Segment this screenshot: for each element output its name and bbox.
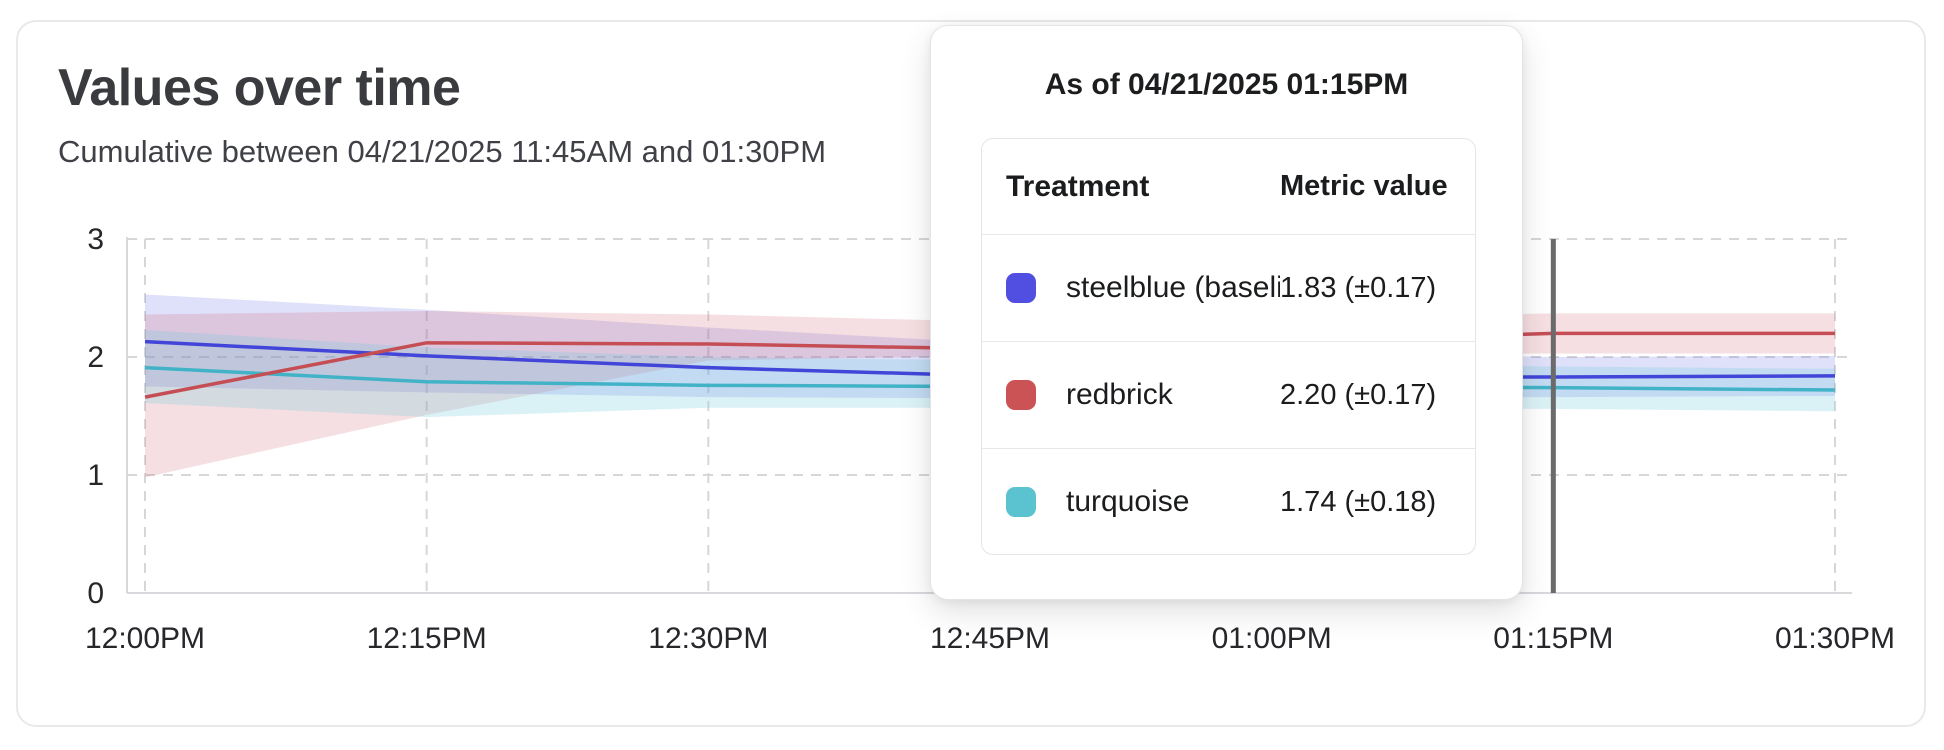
- treatment-color-swatch: [1006, 273, 1036, 303]
- treatment-cell: steelblue (baseli: [1006, 271, 1280, 305]
- x-tick-label: 12:15PM: [367, 622, 487, 655]
- tooltip-row: steelblue (baseli 1.83 (±0.17): [982, 234, 1475, 341]
- tooltip-title: As of 04/21/2025 01:15PM: [1044, 68, 1409, 101]
- y-tick-label: 2: [87, 341, 104, 374]
- page-title: Values over time: [58, 59, 461, 117]
- tooltip-rows: steelblue (baseli 1.83 (±0.17) redbrick 2.2…: [982, 234, 1475, 554]
- x-tick-label: 01:30PM: [1775, 622, 1895, 655]
- tooltip-row: redbrick 2.20 (±0.17): [982, 341, 1475, 448]
- treatment-color-swatch: [1006, 487, 1036, 517]
- treatment-label: steelblue (baseli: [1066, 271, 1280, 304]
- tooltip-row: turquoise 1.74 (±0.18): [982, 448, 1475, 554]
- metric-value-cell: 1.83 (±0.17): [1280, 271, 1437, 304]
- x-tick-label: 01:15PM: [1493, 622, 1613, 655]
- chart-tooltip: As of 04/21/2025 01:15PM Treatment Metri…: [930, 25, 1523, 600]
- treatment-label: turquoise: [1066, 485, 1190, 518]
- x-tick-label: 01:00PM: [1212, 622, 1332, 655]
- metric-value-cell: 2.20 (±0.17): [1280, 378, 1437, 411]
- treatment-cell: redbrick: [1006, 378, 1280, 412]
- chart-subtitle: Cumulative between 04/21/2025 11:45AM an…: [58, 134, 827, 169]
- treatment-color-swatch: [1006, 380, 1036, 410]
- treatment-cell: turquoise: [1006, 485, 1280, 519]
- treatment-label: redbrick: [1066, 378, 1173, 411]
- column-header-metric-value: Metric value: [1280, 170, 1448, 202]
- tooltip-table: Treatment Metric value steelblue (baseli…: [981, 138, 1476, 555]
- tooltip-table-header: Treatment Metric value: [982, 139, 1475, 234]
- metric-value-cell: 1.74 (±0.18): [1280, 485, 1437, 518]
- column-header-treatment: Treatment: [1006, 169, 1150, 203]
- x-tick-label: 12:45PM: [930, 622, 1050, 655]
- y-tick-label: 3: [87, 223, 104, 256]
- y-tick-label: 0: [87, 577, 104, 610]
- y-tick-label: 1: [87, 459, 104, 492]
- x-tick-label: 12:00PM: [85, 622, 205, 655]
- x-tick-label: 12:30PM: [648, 622, 768, 655]
